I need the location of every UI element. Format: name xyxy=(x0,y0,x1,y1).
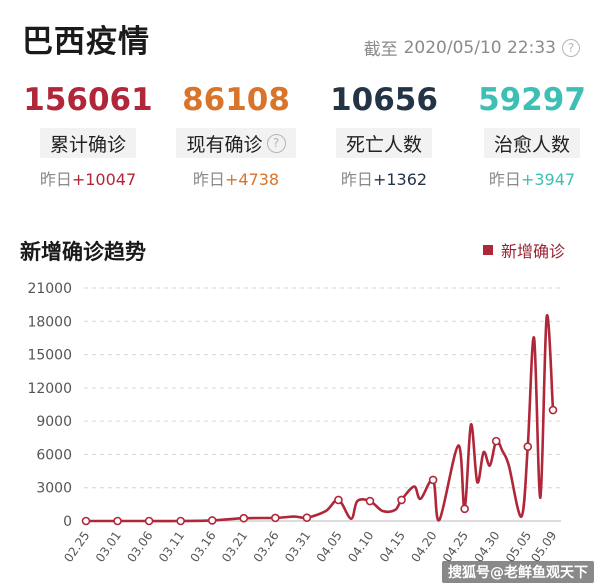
data-point xyxy=(548,405,558,415)
x-tick-label: 04.25 xyxy=(440,529,471,565)
stat-delta-label: 昨日 xyxy=(488,170,521,189)
x-tick-label: 03.01 xyxy=(93,529,124,565)
stat-label-text: 治愈人数 xyxy=(493,133,570,156)
stat-value: 156061 xyxy=(23,82,153,118)
y-tick-label: 3000 xyxy=(36,481,72,497)
series-line xyxy=(86,314,555,523)
stat-delta-label: 昨日 xyxy=(39,170,72,189)
y-tick-label: 9000 xyxy=(36,414,72,430)
data-point xyxy=(397,495,406,505)
stat-value: 10656 xyxy=(330,82,438,118)
data-point xyxy=(460,504,469,514)
y-tick-label: 0 xyxy=(63,514,72,530)
help-icon[interactable]: ? xyxy=(562,38,580,57)
x-tick-label: 02.25 xyxy=(61,529,92,565)
data-point xyxy=(428,475,438,485)
y-tick-label: 18000 xyxy=(27,314,72,330)
stat-confirmed-total: 156061 累计确诊 昨日+10047 xyxy=(14,80,162,190)
data-point xyxy=(334,495,343,505)
x-tick-label: 04.15 xyxy=(377,529,408,565)
stat-delta-label: 昨日 xyxy=(340,170,373,189)
stat-value: 59297 xyxy=(478,82,586,118)
data-point xyxy=(113,516,122,526)
data-point xyxy=(81,516,91,526)
stat-delta-value: +4738 xyxy=(224,170,280,189)
help-icon[interactable]: ? xyxy=(266,133,286,153)
watermark: 搜狐号@老鲜鱼观天下 xyxy=(442,561,594,583)
deadline-time: 2020/05/10 22:33 xyxy=(403,37,556,58)
stat-confirmed-current: 86108 现有确诊 ? 昨日+4738 xyxy=(162,80,310,190)
y-tick-label: 6000 xyxy=(36,447,72,463)
x-tick-label: 04.20 xyxy=(408,529,439,565)
x-tick-label: 03.11 xyxy=(156,529,187,565)
stat-recovered: 59297 治愈人数 昨日+3947 xyxy=(458,80,606,190)
data-point xyxy=(239,513,249,523)
y-tick-label: 12000 xyxy=(27,381,72,397)
y-tick-label: 21000 xyxy=(27,281,72,297)
stat-delta: 昨日+3947 xyxy=(489,166,575,190)
x-tick-label: 03.31 xyxy=(282,529,313,565)
x-tick-label: 05.05 xyxy=(503,529,534,565)
stat-delta: 昨日+4738 xyxy=(193,166,279,190)
stat-delta: 昨日+10047 xyxy=(40,166,136,190)
stats-row: 156061 累计确诊 昨日+10047 86108 现有确诊 ? 昨日+473… xyxy=(0,80,611,190)
data-point xyxy=(144,516,154,526)
stat-deaths: 10656 死亡人数 昨日+1362 xyxy=(310,80,458,190)
data-point xyxy=(207,516,217,525)
stat-delta-value: +3947 xyxy=(520,170,576,189)
stat-label: 现有确诊 ? xyxy=(176,128,296,158)
data-point xyxy=(176,516,185,526)
data-point xyxy=(491,436,501,446)
x-tick-label: 03.06 xyxy=(124,529,155,565)
page-title: 巴西疫情 xyxy=(22,24,150,60)
chart-title: 新增确诊趋势 xyxy=(20,240,146,264)
data-point xyxy=(271,513,280,523)
legend-label: 新增确诊 xyxy=(500,242,565,261)
chart-legend[interactable]: 新增确诊 xyxy=(482,238,565,262)
stat-delta-value: +1362 xyxy=(372,170,428,189)
stat-label-text: 累计确诊 xyxy=(49,133,126,156)
x-tick-label: 04.30 xyxy=(471,529,502,565)
data-point xyxy=(365,496,375,506)
y-tick-label: 15000 xyxy=(27,348,72,364)
x-tick-label: 04.10 xyxy=(345,529,376,565)
x-tick-label: 04.05 xyxy=(314,529,345,565)
stat-label: 死亡人数 xyxy=(335,128,432,158)
stat-delta-label: 昨日 xyxy=(192,170,225,189)
stat-value: 86108 xyxy=(182,82,290,118)
legend-swatch xyxy=(482,245,493,255)
data-point xyxy=(302,513,312,522)
x-tick-label: 03.21 xyxy=(219,529,250,565)
stat-label-text: 现有确诊 xyxy=(186,133,263,156)
x-tick-label: 05.09 xyxy=(528,529,559,565)
stat-label: 治愈人数 xyxy=(483,128,580,158)
x-tick-label: 03.26 xyxy=(251,529,282,565)
stat-label: 累计确诊 xyxy=(39,128,136,158)
stat-delta: 昨日+1362 xyxy=(341,166,427,190)
stat-delta-value: +10047 xyxy=(71,170,137,189)
data-point xyxy=(523,442,533,451)
stat-label-text: 死亡人数 xyxy=(345,133,422,156)
update-time: 截至 2020/05/10 22:33 ? xyxy=(364,35,580,60)
deadline-label: 截至 xyxy=(363,40,398,60)
x-tick-label: 03.16 xyxy=(187,529,218,565)
